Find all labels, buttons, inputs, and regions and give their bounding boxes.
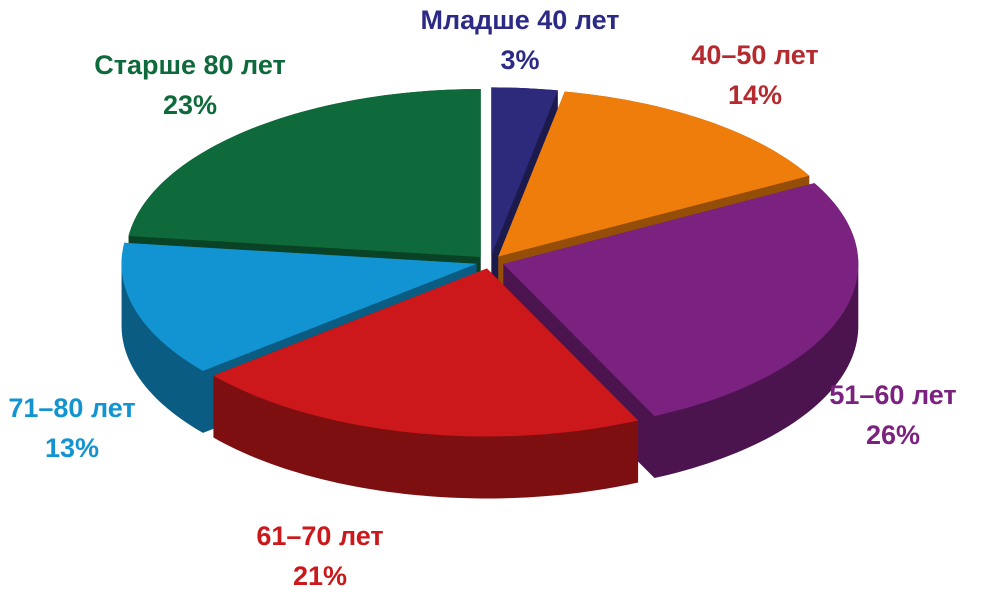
slice-label: 51–60 лет	[829, 380, 956, 410]
slice-label: Старше 80 лет	[94, 50, 285, 80]
slice-label: 40–50 лет	[691, 40, 818, 70]
slice	[503, 183, 859, 417]
slice-value-label: 23%	[163, 90, 217, 120]
slice-label: 61–70 лет	[256, 521, 383, 551]
slice	[213, 268, 639, 437]
slice	[128, 89, 481, 257]
slice	[491, 87, 558, 256]
slice	[498, 91, 810, 257]
slice-value-label: 26%	[866, 420, 920, 450]
slice-value-label: 13%	[45, 433, 99, 463]
slice	[121, 242, 477, 371]
slice-value-label: 21%	[293, 561, 347, 591]
slice-value-label: 3%	[500, 45, 539, 75]
slice-label: 71–80 лет	[8, 393, 135, 423]
slice-value-label: 14%	[728, 80, 782, 110]
slice-label: Младше 40 лет	[420, 5, 619, 35]
